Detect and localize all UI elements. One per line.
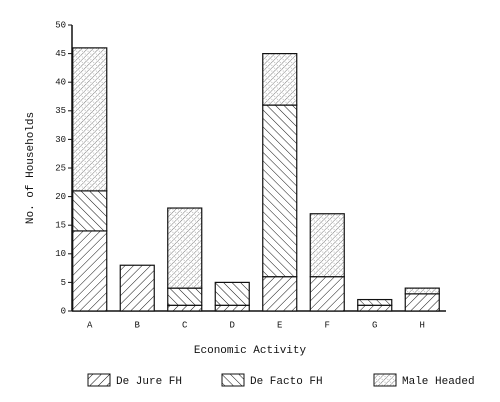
y-tick-label: 25	[55, 163, 66, 173]
bar-segment	[119, 264, 155, 312]
bar-segment	[404, 293, 440, 312]
y-tick-label: 10	[55, 249, 66, 259]
y-tick-label: 20	[55, 192, 66, 202]
y-tick-label: 30	[55, 135, 66, 145]
y-tick-label: 0	[61, 306, 66, 316]
bar-segment	[167, 304, 203, 312]
y-axis-label: No. of Households	[25, 112, 37, 224]
bar-segment	[404, 287, 440, 295]
legend-label: De Facto FH	[250, 376, 323, 388]
bar-segment	[262, 104, 298, 278]
x-tick-label: F	[325, 320, 330, 330]
x-tick-label: G	[372, 320, 377, 330]
y-tick-label: 45	[55, 49, 66, 59]
bar-segment	[72, 47, 108, 192]
x-tick-label: B	[135, 320, 141, 330]
y-tick-label: 35	[55, 106, 66, 116]
x-tick-label: H	[420, 320, 425, 330]
bar-segment	[357, 298, 393, 306]
legend-swatch	[373, 373, 397, 387]
bar-segment	[357, 304, 393, 312]
x-tick-label: E	[277, 320, 282, 330]
y-tick-label: 5	[61, 278, 66, 288]
bar-segment	[309, 213, 345, 278]
x-axis-label: Economic Activity	[194, 345, 307, 357]
legend-label: De Jure FH	[116, 376, 182, 388]
legend-label: Male Headed	[402, 376, 475, 388]
bar-segment	[167, 287, 203, 306]
bar-segment	[214, 304, 250, 312]
bar-segment	[214, 281, 250, 306]
y-tick-label: 50	[55, 20, 66, 30]
x-tick-label: C	[182, 320, 188, 330]
bar-segment	[262, 52, 298, 106]
bar-segment	[262, 276, 298, 312]
bar-segment	[309, 276, 345, 312]
legend-swatch	[87, 373, 111, 387]
y-tick-label: 15	[55, 221, 66, 231]
bar-segment	[72, 230, 108, 312]
bar-segment	[72, 190, 108, 232]
legend-swatch	[221, 373, 245, 387]
y-tick-label: 40	[55, 78, 66, 88]
x-tick-label: A	[87, 320, 93, 330]
x-tick-label: D	[230, 320, 235, 330]
bar-segment	[167, 207, 203, 289]
